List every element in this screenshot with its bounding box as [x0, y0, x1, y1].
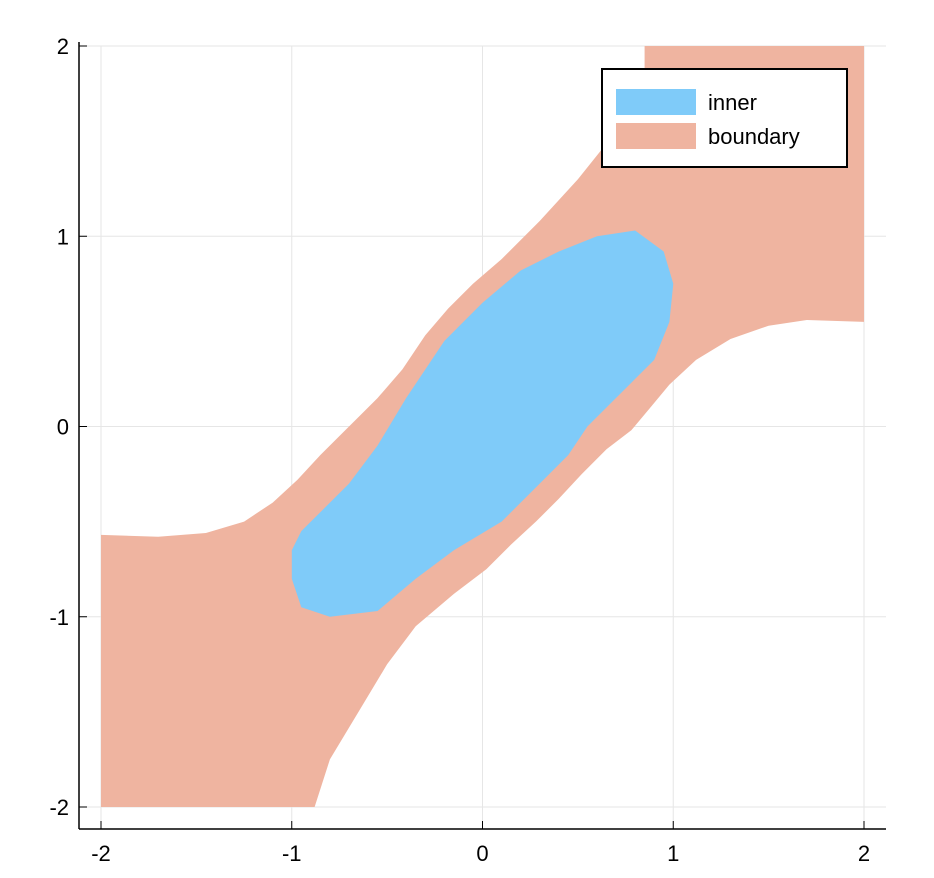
legend: inner boundary [601, 68, 848, 168]
x-tick-label: -2 [91, 841, 111, 866]
legend-swatch-inner [616, 89, 696, 115]
x-tick-label: 1 [667, 841, 679, 866]
y-tick-label: -1 [49, 605, 69, 630]
legend-label-boundary: boundary [708, 124, 800, 149]
legend-swatch-boundary [616, 123, 696, 149]
region-inner [291, 230, 674, 617]
x-axis-ticks: -2 -1 0 1 2 [91, 821, 870, 866]
x-tick-label: -1 [282, 841, 302, 866]
y-axis-ticks: -2 -1 0 1 2 [49, 34, 87, 820]
y-tick-label: 2 [57, 34, 69, 59]
y-tick-label: 1 [57, 224, 69, 249]
x-tick-label: 0 [476, 841, 488, 866]
legend-label-inner: inner [708, 90, 757, 115]
y-tick-label: -2 [49, 795, 69, 820]
y-tick-label: 0 [57, 415, 69, 440]
legend-box [601, 68, 848, 168]
x-tick-label: 2 [858, 841, 870, 866]
regions [101, 46, 864, 807]
